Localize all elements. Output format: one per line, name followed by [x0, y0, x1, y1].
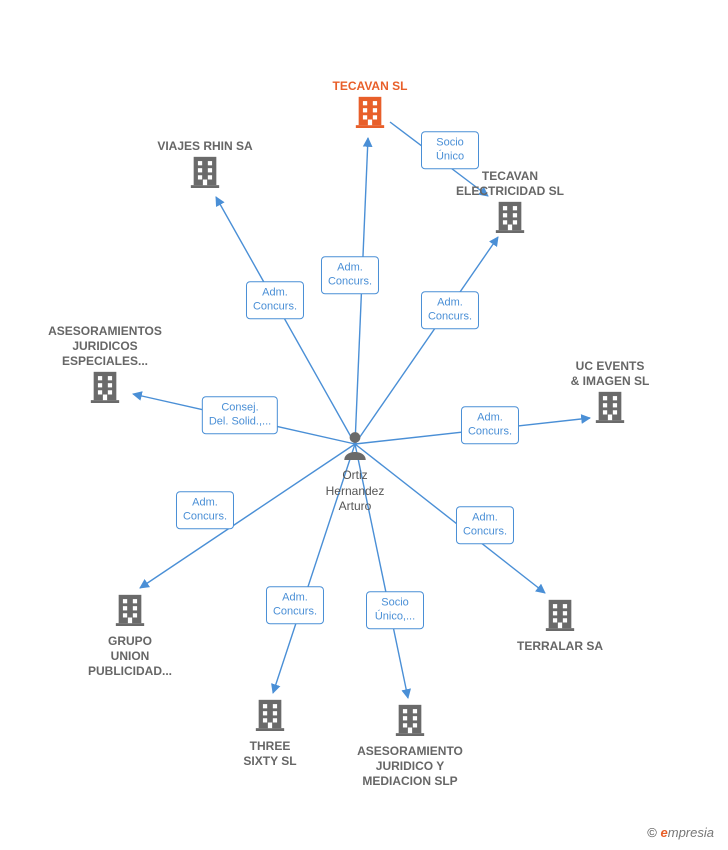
company-node-grupo: GRUPOUNIONPUBLICIDAD...: [65, 592, 195, 679]
copyright: © empresia: [647, 825, 714, 840]
person-icon: [342, 430, 368, 460]
edge-label-terralar: Adm.Concurs.: [456, 506, 514, 544]
brand-first-letter: e: [661, 825, 668, 840]
company-node-viajes: VIAJES RHIN SA: [140, 135, 270, 192]
copyright-symbol: ©: [647, 825, 657, 840]
building-icon: [88, 369, 122, 403]
edge-label-asesor_je: Consej.Del. Solid.,...: [202, 396, 278, 434]
building-icon: [353, 94, 387, 128]
company-node-uc_events: UC EVENTS& IMAGEN SL: [545, 355, 675, 427]
building-icon: [113, 592, 147, 626]
building-icon: [493, 199, 527, 233]
edge-label-extra-0: SocioÚnico: [421, 131, 479, 169]
company-label: GRUPOUNIONPUBLICIDAD...: [65, 634, 195, 679]
company-label: UC EVENTS& IMAGEN SL: [545, 359, 675, 389]
company-label: TECAVAN SL: [305, 79, 435, 94]
center-person: [342, 430, 368, 465]
building-icon: [543, 597, 577, 631]
edge-label-asesor_jm: SocioÚnico,...: [366, 591, 424, 629]
company-node-asesor_jm: ASESORAMIENTOJURIDICO YMEDIACION SLP: [345, 702, 475, 789]
company-label: TERRALAR SA: [495, 639, 625, 654]
edge-label-grupo: Adm.Concurs.: [176, 491, 234, 529]
company-node-tecavan: TECAVAN SL: [305, 75, 435, 132]
building-icon: [253, 697, 287, 731]
company-node-three: THREESIXTY SL: [205, 697, 335, 769]
building-icon: [188, 154, 222, 188]
edge-label-uc_events: Adm.Concurs.: [461, 406, 519, 444]
company-node-tec_elec: TECAVANELECTRICIDAD SL: [445, 165, 575, 237]
edge-label-viajes: Adm.Concurs.: [246, 281, 304, 319]
center-person-label: OrtizHernandezArturo: [305, 468, 405, 515]
company-label: VIAJES RHIN SA: [140, 139, 270, 154]
company-label: ASESORAMIENTOJURIDICO YMEDIACION SLP: [345, 744, 475, 789]
brand-rest: mpresia: [668, 825, 714, 840]
building-icon: [393, 702, 427, 736]
edge-label-tecavan: Adm.Concurs.: [321, 256, 379, 294]
company-node-terralar: TERRALAR SA: [495, 597, 625, 654]
company-label: TECAVANELECTRICIDAD SL: [445, 169, 575, 199]
building-icon: [593, 389, 627, 423]
edge-label-tec_elec: Adm.Concurs.: [421, 291, 479, 329]
company-label: ASESORAMIENTOSJURIDICOSESPECIALES...: [40, 324, 170, 369]
company-node-asesor_je: ASESORAMIENTOSJURIDICOSESPECIALES...: [40, 320, 170, 407]
company-label: THREESIXTY SL: [205, 739, 335, 769]
edge-label-three: Adm.Concurs.: [266, 586, 324, 624]
